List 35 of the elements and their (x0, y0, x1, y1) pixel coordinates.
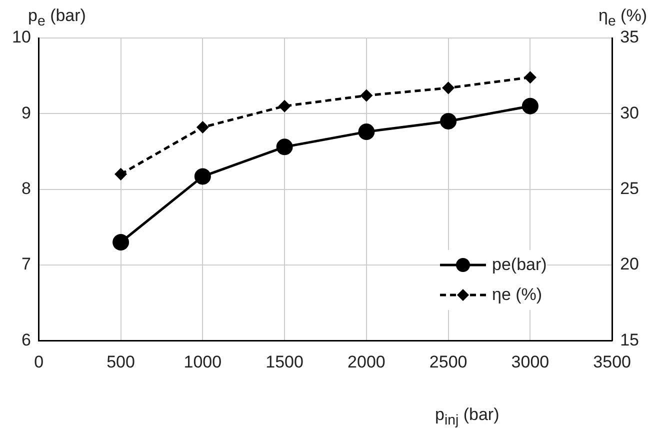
y-tick-label: 9 (21, 103, 31, 122)
y-axis-title: p$_{e}$ (bar) (28, 6, 86, 30)
point (360, 90, 372, 102)
y2-tick-label: 25 (620, 178, 640, 198)
y-tick-label: 7 (21, 254, 31, 274)
point (440, 112, 457, 130)
x-tick-label: 3500 (593, 352, 632, 372)
x-axis-title: p$_{inj}$ (bar) (435, 405, 500, 428)
point (358, 124, 375, 140)
y2-tick-label: 15 (620, 330, 640, 350)
y-tick-label: 10 (12, 28, 31, 47)
point (112, 234, 130, 251)
y2-tick-label: 30 (620, 103, 640, 122)
point (442, 82, 454, 94)
point (522, 98, 538, 114)
point (276, 138, 293, 156)
x-tick-label: 0 (34, 352, 44, 372)
point (278, 100, 290, 112)
legend-label: ηe (%) (492, 285, 542, 305)
point (194, 168, 211, 185)
x-tick-label: 2500 (429, 352, 468, 372)
legend-label: pe(bar) (492, 255, 547, 275)
y2-tick-label: 20 (620, 254, 640, 274)
point (196, 122, 208, 134)
y2-axis-title: η$_{e}$ (%) (598, 6, 647, 30)
point (115, 168, 127, 180)
x-tick-label: 500 (106, 352, 135, 372)
x-tick-label: 3000 (511, 352, 550, 372)
point (524, 72, 536, 84)
x-tick-label: 1000 (184, 352, 222, 372)
x-tick-label: 1500 (266, 352, 304, 372)
y2-tick-label: 35 (620, 28, 640, 47)
y-tick-label: 8 (21, 178, 31, 198)
y-tick-label: 6 (21, 330, 31, 350)
x-tick-label: 2000 (348, 352, 386, 372)
